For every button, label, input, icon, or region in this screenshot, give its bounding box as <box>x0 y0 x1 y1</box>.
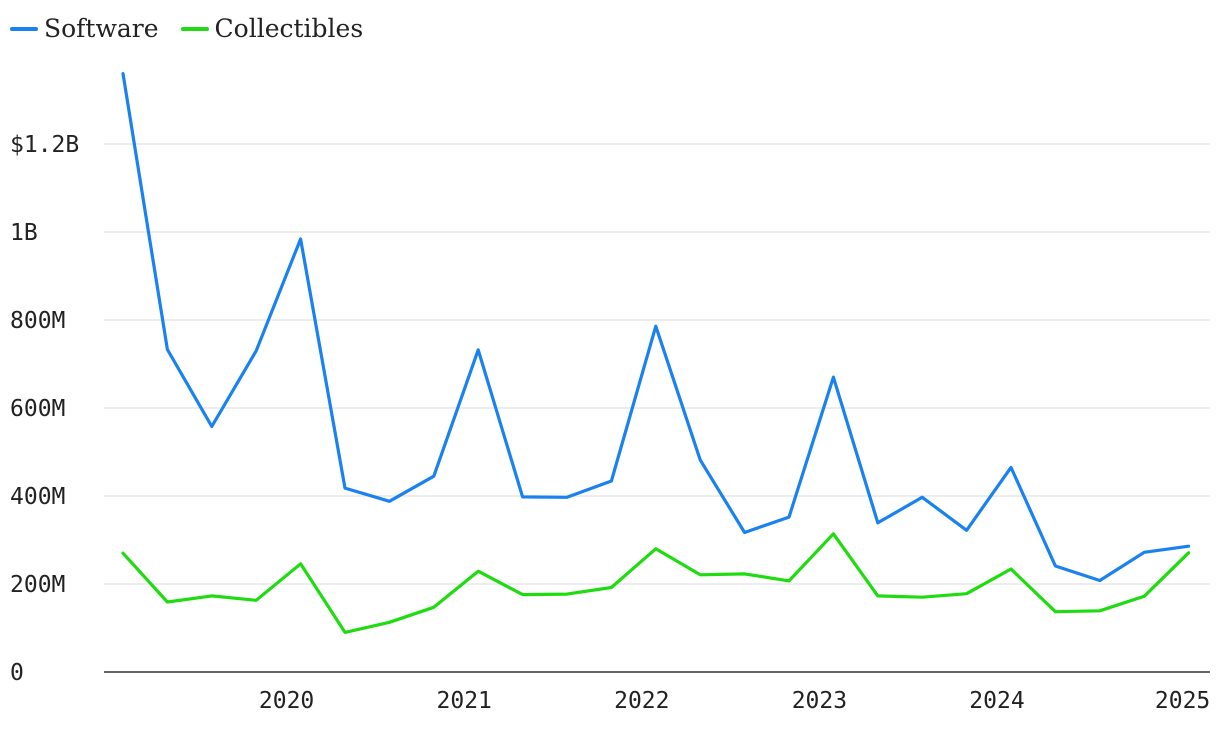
legend-label-software: Software <box>44 14 159 43</box>
x-tick-label: 2023 <box>792 688 847 714</box>
legend-item-software[interactable]: Software <box>10 14 159 43</box>
legend-label-collectibles: Collectibles <box>214 14 364 43</box>
legend-swatch-collectibles <box>180 26 209 31</box>
y-tick-label: 0 <box>10 660 24 686</box>
y-tick-label: 1B <box>10 220 38 246</box>
x-tick-label: 2020 <box>259 688 314 714</box>
y-tick-label: 200M <box>10 572 65 598</box>
grid-layer <box>104 143 1210 673</box>
y-tick-label: 400M <box>10 484 65 510</box>
y-tick-label: 600M <box>10 396 65 422</box>
x-tick-label: 2021 <box>437 688 492 714</box>
legend-item-collectibles[interactable]: Collectibles <box>180 14 364 43</box>
legend-swatch-software <box>10 26 38 31</box>
x-axis-labels: 2020 2021 2022 2023 2024 2025 <box>259 688 1210 714</box>
chart-legend: Software Collectibles <box>10 14 363 43</box>
x-tick-label: 2024 <box>969 688 1024 714</box>
series-layer <box>121 71 1191 635</box>
x-tick-label: 2025 <box>1155 688 1210 714</box>
x-tick-label: 2022 <box>614 688 669 714</box>
series-line-collectibles[interactable] <box>121 532 1191 635</box>
y-axis-labels: 0 200M 400M 600M 800M 1B $1.2B <box>10 132 79 686</box>
y-tick-label: $1.2B <box>10 132 79 158</box>
y-tick-label: 800M <box>10 308 65 334</box>
series-line-software[interactable] <box>121 71 1191 583</box>
